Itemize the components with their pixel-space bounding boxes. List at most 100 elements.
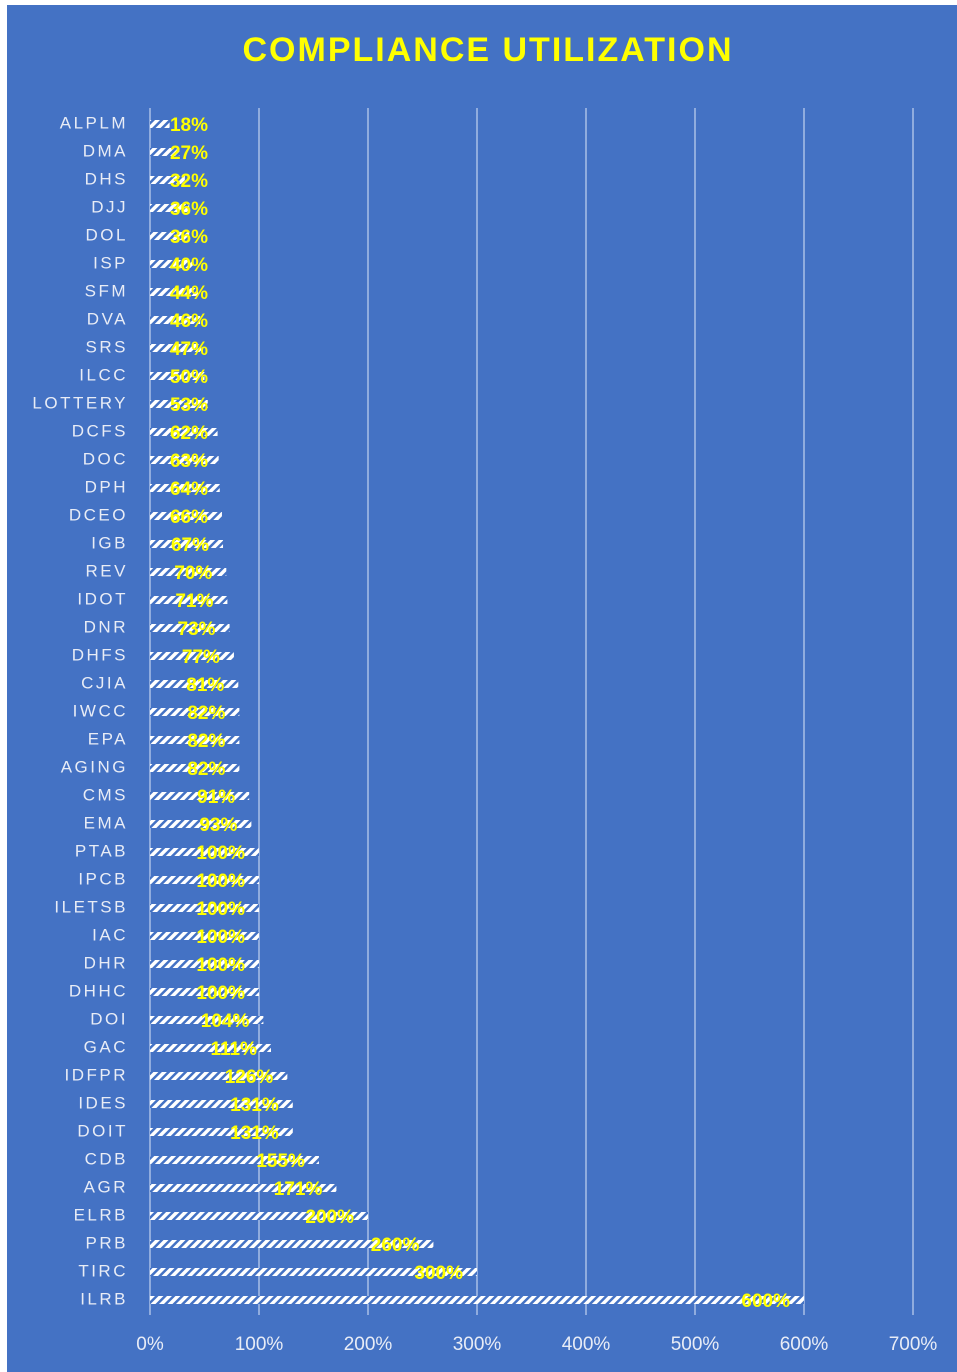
- value-label: 100%: [196, 871, 245, 892]
- value-label: 100%: [196, 927, 245, 948]
- value-label: 27%: [170, 143, 208, 164]
- x-tick-label: 100%: [235, 1334, 284, 1355]
- value-label: 47%: [170, 339, 208, 360]
- bar: [150, 876, 259, 884]
- y-tick-label: ILETSB: [54, 897, 128, 916]
- value-label: 100%: [196, 843, 245, 864]
- y-tick-label: SRS: [86, 337, 128, 356]
- y-tick-label: PRB: [86, 1233, 128, 1252]
- value-label: 18%: [170, 115, 208, 136]
- value-label: 36%: [170, 227, 208, 248]
- bar: [150, 1044, 271, 1052]
- y-tick-label: AGING: [61, 757, 128, 776]
- value-label: 600%: [741, 1291, 790, 1312]
- y-tick-label: DMA: [83, 141, 128, 160]
- value-label: 82%: [187, 759, 225, 780]
- y-tick-label: EMA: [84, 813, 128, 832]
- y-tick-label: DHR: [84, 953, 128, 972]
- y-tick-label: ILCC: [79, 365, 128, 384]
- value-label: 131%: [230, 1095, 279, 1116]
- y-tick-label: DOI: [90, 1009, 128, 1028]
- y-tick-label: ISP: [93, 253, 128, 272]
- bar: [150, 344, 202, 352]
- y-tick-label: IDOT: [77, 589, 128, 608]
- x-tick-label: 200%: [344, 1334, 393, 1355]
- bar: [150, 988, 259, 996]
- bar: [150, 540, 224, 548]
- bar: [150, 1072, 288, 1080]
- y-tick-label: EPA: [88, 729, 128, 748]
- y-tick-label: IWCC: [73, 701, 128, 720]
- y-tick-label: DOIT: [77, 1121, 128, 1140]
- value-label: 300%: [414, 1263, 463, 1284]
- bar: [150, 1016, 264, 1024]
- bar: [150, 1212, 368, 1220]
- y-tick-label: IGB: [91, 533, 128, 552]
- y-tick-label: DPH: [85, 477, 128, 496]
- y-tick-label: PTAB: [75, 841, 128, 860]
- y-tick-label: CJIA: [81, 673, 128, 692]
- bar: [150, 372, 205, 380]
- bar: [150, 512, 222, 520]
- value-label: 82%: [187, 703, 225, 724]
- bar: [150, 428, 218, 436]
- value-label: 155%: [256, 1151, 305, 1172]
- value-label: 70%: [174, 563, 212, 584]
- y-tick-label: ALPLM: [60, 113, 128, 132]
- value-label: 81%: [186, 675, 224, 696]
- value-label: 46%: [170, 311, 208, 332]
- bar: [150, 120, 170, 128]
- x-tick-label: 300%: [453, 1334, 502, 1355]
- value-label: 73%: [178, 619, 216, 640]
- y-tick-label: SFM: [85, 281, 128, 300]
- bar: [150, 792, 250, 800]
- value-label: 32%: [170, 171, 208, 192]
- y-tick-label: LOTTERY: [32, 393, 128, 412]
- value-label: 260%: [371, 1235, 420, 1256]
- bar: [150, 904, 259, 912]
- bar: [150, 1184, 337, 1192]
- bar: [150, 484, 220, 492]
- value-label: 171%: [274, 1179, 323, 1200]
- value-label: 100%: [196, 899, 245, 920]
- bar: [150, 176, 185, 184]
- bar: [150, 736, 240, 744]
- x-tick-label: 600%: [780, 1334, 829, 1355]
- y-tick-label: DNR: [84, 617, 128, 636]
- value-label: 36%: [170, 199, 208, 220]
- y-tick-label: DHS: [85, 169, 128, 188]
- value-label: 126%: [225, 1067, 274, 1088]
- bar: [150, 596, 228, 604]
- bar: [150, 680, 239, 688]
- value-label: 77%: [182, 647, 220, 668]
- y-tick-label: DCFS: [72, 421, 128, 440]
- bar: [150, 1128, 293, 1136]
- bar: [150, 232, 190, 240]
- x-tick-label: 400%: [562, 1334, 611, 1355]
- y-tick-label: DHHC: [69, 981, 128, 1000]
- y-tick-label: GAC: [84, 1037, 128, 1056]
- bar: [150, 848, 259, 856]
- value-label: 93%: [199, 815, 237, 836]
- bar: [150, 820, 252, 828]
- value-label: 53%: [170, 395, 208, 416]
- value-label: 67%: [171, 535, 209, 556]
- value-label: 66%: [170, 507, 208, 528]
- bar: [150, 1100, 293, 1108]
- y-tick-label: CMS: [83, 785, 128, 804]
- x-tick-label: 700%: [889, 1334, 938, 1355]
- chart-title: COMPLIANCE UTILIZATION: [243, 31, 734, 69]
- value-label: 50%: [170, 367, 208, 388]
- value-label: 104%: [201, 1011, 250, 1032]
- y-tick-label: DJJ: [91, 197, 128, 216]
- value-label: 91%: [197, 787, 235, 808]
- value-label: 71%: [175, 591, 213, 612]
- value-label: 111%: [210, 1039, 257, 1060]
- x-tick-label: 500%: [671, 1334, 720, 1355]
- value-label: 64%: [170, 479, 208, 500]
- bar: [150, 204, 190, 212]
- bar: [150, 456, 219, 464]
- value-label: 82%: [187, 731, 225, 752]
- bar: [150, 624, 230, 632]
